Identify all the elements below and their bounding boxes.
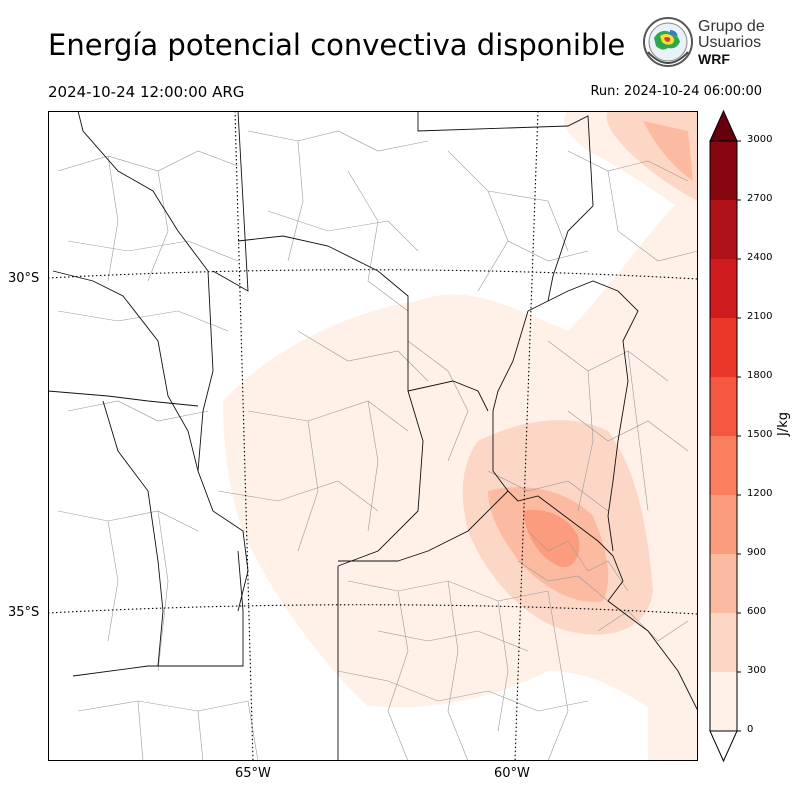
colorbar-graphic: [709, 109, 741, 763]
colorbar-band: [710, 259, 737, 318]
lat-label-35s: 35°S: [8, 605, 40, 620]
colorbar-band: [710, 672, 737, 731]
cape-map: [47, 110, 699, 762]
valid-time: 2024-10-24 12:00:00 ARG: [48, 83, 245, 101]
colorbar-unit: J/kg: [776, 412, 791, 436]
colorbar-tick-label: 600: [747, 606, 767, 617]
colorbar: [700, 106, 800, 766]
lon-label-65w: 65°W: [235, 766, 271, 781]
colorbar-band: [710, 495, 737, 554]
lat-label-30s: 30°S: [8, 271, 40, 286]
parallel-30S: [47, 269, 699, 280]
colorbar-band: [710, 318, 737, 377]
colorbar-tick-label: 300: [747, 665, 767, 676]
colorbar-band: [710, 613, 737, 672]
colorbar-band: [710, 377, 737, 436]
colorbar-tick-label: 1800: [747, 370, 773, 381]
colorbar-band: [710, 436, 737, 495]
colorbar-tick-label: 2100: [747, 311, 773, 322]
department-borders: [57, 130, 699, 762]
colorbar-band: [710, 141, 737, 200]
meridian-65W: [234, 110, 254, 762]
cape-shading: [223, 111, 698, 761]
parallel-35S: [47, 604, 699, 615]
colorbar-band: [710, 554, 737, 613]
logo-line-3: WRF: [698, 51, 730, 67]
colorbar-extend-min: [709, 730, 738, 763]
colorbar-tick-label: 1500: [747, 429, 773, 440]
meridian-60W: [514, 110, 539, 762]
map-canvas: [47, 110, 699, 762]
colorbar-tick-label: 3000: [747, 134, 773, 145]
colorbar-tick-label: 2400: [747, 252, 773, 263]
colorbar-band: [710, 200, 737, 259]
globe-icon: [643, 17, 693, 67]
cape-level-600-ne: [643, 121, 693, 181]
colorbar-extend-max: [709, 109, 738, 142]
lon-label-60w: 60°W: [494, 766, 530, 781]
logo-line-1: Grupo de: [698, 18, 765, 35]
colorbar-tick-label: 1200: [747, 488, 773, 499]
logo-line-2: Usuarios: [698, 34, 762, 51]
province-borders: [47, 110, 699, 761]
colorbar-tick-label: 0: [747, 724, 754, 735]
cape-level-900: [523, 509, 580, 567]
colorbar-tick-label: 900: [747, 547, 767, 558]
graticule: [47, 110, 699, 762]
cape-level-0-se: [648, 651, 698, 761]
colorbar-tick-label: 2700: [747, 193, 773, 204]
map-frame: [48, 111, 698, 761]
wrf-users-logo: Grupo de Usuarios WRF: [640, 16, 770, 72]
map-title: Energía potencial convectiva disponible: [48, 28, 626, 62]
run-time: Run: 2024-10-24 06:00:00: [590, 84, 762, 99]
